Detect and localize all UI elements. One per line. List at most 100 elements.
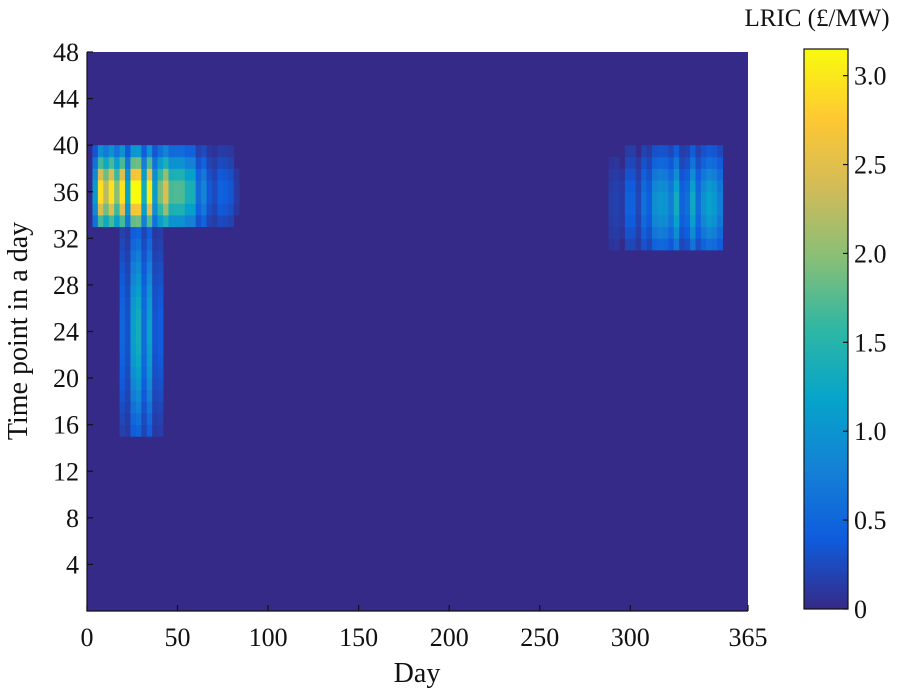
heatmap-cell [157,424,164,437]
heatmap-cell [668,215,675,228]
heatmap-cell [646,203,653,216]
heatmap-cell [662,238,669,251]
heatmap-cell [608,203,615,216]
heatmap-cell [119,378,126,391]
heatmap-cell [613,168,620,181]
heatmap-cell [179,168,186,181]
heatmap-cell [717,168,724,181]
heatmap-cell [179,145,186,158]
heatmap-cell [684,156,691,169]
heatmap-cell [168,203,175,216]
heatmap-cell [135,401,142,414]
heatmap-cell [228,203,235,216]
heatmap-cell [211,203,218,216]
x-tick-label: 100 [249,623,288,652]
heatmap-cell [130,156,137,169]
heatmap-cell [173,191,180,204]
heatmap-cell [92,215,99,228]
heatmap-cell [141,273,148,286]
heatmap-cell [130,226,137,239]
heatmap-cell [179,203,186,216]
heatmap-cell [184,168,191,181]
colorbar-title: LRIC (£/MW) [744,5,889,32]
heatmap-cell [657,156,664,169]
heatmap-cell [146,319,153,332]
heatmap-cell [695,145,702,158]
heatmap-cell [608,180,615,193]
heatmap-cell [668,156,675,169]
x-tick-label: 250 [520,623,559,652]
heatmap-cell [233,191,240,204]
heatmap-cell [125,331,131,344]
heatmap-cell [114,191,120,204]
heatmap-cell [157,389,164,402]
heatmap-cell [662,180,669,193]
heatmap-cell [673,156,680,169]
heatmap-cell [233,168,240,181]
heatmap-cell [173,168,180,181]
heatmap-cell [684,191,691,204]
heatmap-cell [222,191,229,204]
heatmap-cell [711,191,718,204]
heatmap-cell [179,180,186,193]
heatmap-cell [217,215,224,228]
heatmap-cell [141,366,148,379]
heatmap-cell [635,180,642,193]
heatmap-cell [157,249,164,263]
heatmap-cells [92,145,724,437]
heatmap-cell [152,226,159,239]
heatmap-cell [130,354,137,367]
heatmap-cell [206,168,213,181]
heatmap-cell [179,215,186,228]
heatmap-cell [163,156,169,169]
heatmap-cell [706,145,713,158]
heatmap-cell [233,180,240,193]
heatmap-cell [146,354,153,367]
heatmap-cell [157,401,164,414]
heatmap-cell [157,319,164,332]
heatmap-cell [228,156,235,169]
heatmap-cell [141,249,148,263]
heatmap-cell [157,168,164,181]
heatmap-cell [711,226,718,239]
heatmap-cell [152,354,159,367]
heatmap-cell [668,203,675,216]
heatmap-cell [662,226,669,239]
heatmap-cell [635,156,642,169]
heatmap-cell [673,191,680,204]
heatmap-cell [195,180,202,193]
heatmap-cell [135,180,142,193]
heatmap-cell [173,203,180,216]
heatmap-cell [652,180,658,193]
heatmap-cell [141,401,148,414]
heatmap-cell [711,180,718,193]
heatmap-cell [613,215,620,228]
heatmap-cell [103,203,110,216]
heatmap-cell [635,191,642,204]
y-tick-label: 12 [53,457,79,486]
heatmap-cell [211,191,218,204]
y-axis-title: Time point in a day [3,222,34,440]
heatmap-cell [152,249,159,263]
heatmap-cell [141,203,148,216]
heatmap-cell [130,249,137,263]
heatmap-cell [141,261,148,274]
heatmap-cell [668,168,675,181]
heatmap-cell [668,226,675,239]
heatmap-cell [152,145,159,158]
heatmap-cell [690,145,696,158]
heatmap-cell [108,180,115,193]
heatmap-cell [652,191,658,204]
heatmap-cell [157,203,164,216]
heatmap-cell [228,191,235,204]
heatmap-cell [700,168,707,181]
heatmap-cell [152,191,159,204]
heatmap-cell [163,145,169,158]
heatmap-cell [125,354,131,367]
heatmap-cell [152,343,159,356]
heatmap-cell [135,413,142,426]
heatmap-cell [679,191,686,204]
heatmap-cell [190,168,197,181]
heatmap-cell [119,319,126,332]
heatmap-cell [201,203,207,216]
